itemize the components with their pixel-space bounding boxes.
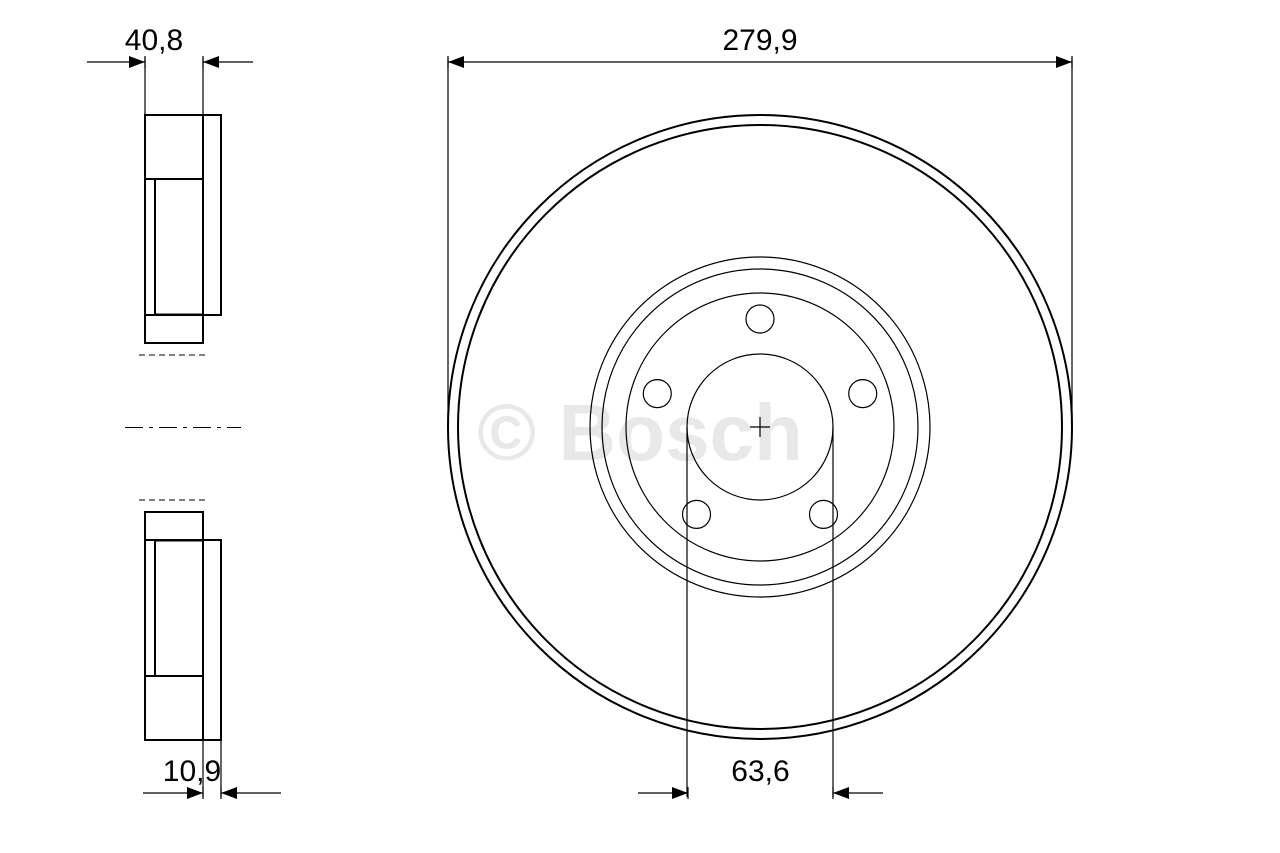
watermark: © Bosch — [477, 388, 803, 477]
dimension-label: 40,8 — [125, 24, 183, 57]
dimension-label: 63,6 — [731, 755, 789, 788]
bolt-hole — [849, 380, 877, 408]
bolt-hole — [746, 305, 774, 333]
dimension-label: 10,9 — [163, 755, 221, 788]
dimension-label: 279,9 — [722, 24, 797, 57]
side-view — [125, 58, 241, 797]
